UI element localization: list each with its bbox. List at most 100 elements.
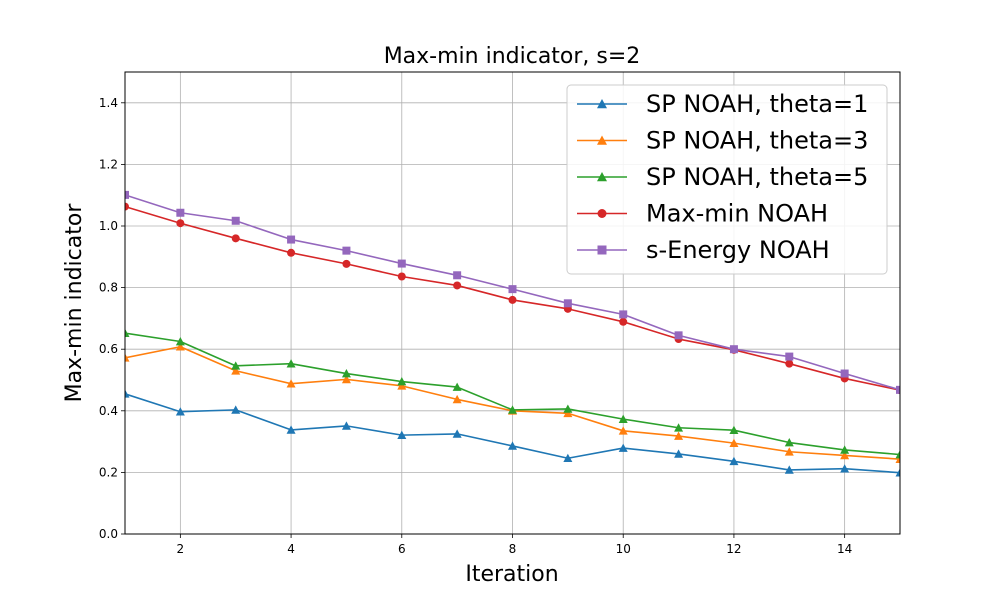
series-5 xyxy=(125,190,900,394)
data-point xyxy=(729,425,739,435)
data-point xyxy=(785,352,794,361)
data-point xyxy=(287,235,296,244)
x-tick-label: 2 xyxy=(177,542,185,556)
data-point xyxy=(342,259,351,268)
y-tick-label: 0.6 xyxy=(99,342,118,356)
y-tick-label: 0.2 xyxy=(99,465,118,479)
series-1 xyxy=(125,389,900,477)
data-point xyxy=(175,337,185,346)
legend-label: SP NOAH, theta=5 xyxy=(646,163,868,191)
data-point xyxy=(895,468,900,477)
y-tick-label: 0.8 xyxy=(99,281,118,295)
y-tick-label: 1.2 xyxy=(99,157,118,171)
data-point xyxy=(397,259,406,268)
legend-swatch-marker xyxy=(597,99,607,109)
data-point xyxy=(176,208,185,217)
data-point xyxy=(175,342,185,351)
data-point xyxy=(895,450,900,459)
data-point xyxy=(618,443,628,452)
data-point xyxy=(453,281,462,290)
y-tick-label: 1.4 xyxy=(99,96,118,110)
ticks: 2 4 6 8 10 12 14 0.0 0.2 0.4 0.6 0.8 1.0 1.2 1.4 xyxy=(99,96,852,556)
data-point xyxy=(287,248,296,257)
data-point xyxy=(840,464,850,473)
legend-label: s-Energy NOAH xyxy=(646,236,830,264)
data-point xyxy=(674,331,683,340)
x-tick-label: 14 xyxy=(837,542,852,556)
data-point xyxy=(563,299,572,308)
data-point xyxy=(784,447,794,456)
data-point xyxy=(895,454,900,463)
data-point xyxy=(397,272,406,281)
data-point xyxy=(397,377,407,386)
data-point xyxy=(231,366,241,375)
x-tick-label: 12 xyxy=(726,542,741,556)
legend-item: SP NOAH, theta=5 xyxy=(577,163,868,191)
data-point xyxy=(563,408,573,418)
y-tick-label: 1.0 xyxy=(99,219,118,233)
data-point xyxy=(397,381,407,390)
data-point xyxy=(452,382,462,391)
data-point xyxy=(176,219,185,228)
data-point xyxy=(125,353,130,362)
data-point xyxy=(618,414,628,423)
data-point xyxy=(785,359,794,368)
data-point xyxy=(729,438,739,447)
legend-item: s-Energy NOAH xyxy=(577,236,830,264)
x-tick-label: 8 xyxy=(509,542,517,556)
y-tick-label: 0.0 xyxy=(99,527,118,541)
legend-item: SP NOAH, theta=3 xyxy=(577,127,868,155)
data-point xyxy=(619,310,628,319)
data-point xyxy=(840,369,849,378)
data-point xyxy=(452,394,462,404)
legend-box xyxy=(566,84,888,275)
data-point xyxy=(563,453,573,463)
data-point xyxy=(452,429,462,438)
data-point xyxy=(125,202,129,211)
y-tick-label: 0.4 xyxy=(99,404,118,418)
series-layer xyxy=(125,190,900,477)
x-axis-label: Iteration xyxy=(465,562,558,587)
data-point xyxy=(729,345,738,354)
series-3 xyxy=(125,328,900,459)
data-point xyxy=(342,246,351,255)
legend-swatch-marker xyxy=(597,245,607,255)
data-point xyxy=(453,271,462,280)
data-point xyxy=(563,404,573,413)
chart-title: Max-min indicator, s=2 xyxy=(384,44,641,69)
data-point xyxy=(508,295,517,304)
data-point xyxy=(231,361,241,370)
data-point xyxy=(286,425,296,434)
data-point xyxy=(508,285,517,294)
data-point xyxy=(840,445,850,454)
data-point xyxy=(784,438,794,447)
data-point xyxy=(397,430,407,439)
data-point xyxy=(125,328,130,338)
data-point xyxy=(125,389,130,398)
data-point xyxy=(618,426,628,435)
data-point xyxy=(508,441,517,450)
legend-swatch-marker xyxy=(597,135,607,145)
legend-item: SP NOAH, theta=1 xyxy=(577,90,868,118)
x-tick-label: 4 xyxy=(287,542,295,556)
data-point xyxy=(674,431,684,440)
x-tick-label: 6 xyxy=(398,542,406,556)
legend-item: Max-min NOAH xyxy=(577,200,828,228)
data-point xyxy=(341,369,351,378)
data-point xyxy=(231,234,240,243)
data-point xyxy=(341,421,351,430)
data-point xyxy=(175,407,185,416)
data-point xyxy=(840,450,850,460)
data-point xyxy=(286,359,296,368)
data-point xyxy=(674,449,684,458)
data-point xyxy=(674,423,684,432)
data-point xyxy=(286,379,296,388)
legend-swatch-marker xyxy=(597,172,607,182)
legend-label: SP NOAH, theta=3 xyxy=(646,127,868,155)
data-point xyxy=(125,190,129,199)
data-point xyxy=(896,385,900,394)
legend-swatch-marker xyxy=(597,209,607,218)
legend: SP NOAH, theta=1 SP NOAH, theta=3 SP NOAH,… xyxy=(566,84,888,275)
data-point xyxy=(341,374,351,384)
